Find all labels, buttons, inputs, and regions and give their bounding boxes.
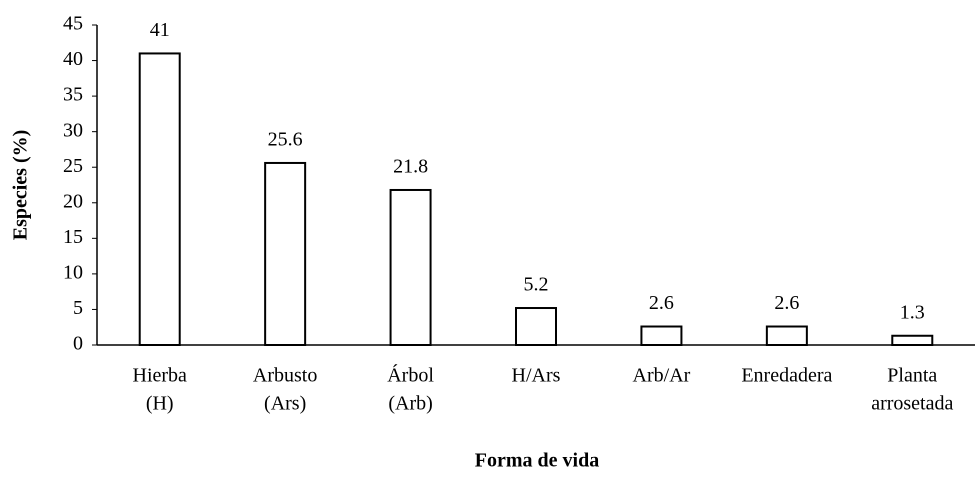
x-tick-label: Planta — [887, 365, 937, 387]
y-tick-label: 40 — [63, 48, 83, 70]
data-label: 5.2 — [524, 274, 549, 296]
y-tick-label: 10 — [63, 261, 83, 283]
y-tick-label: 5 — [73, 297, 83, 319]
x-tick-label: arrosetada — [871, 393, 953, 415]
y-tick-label: 25 — [63, 155, 83, 177]
bar — [765, 325, 808, 346]
x-tick-label: H/Ars — [512, 365, 561, 387]
bar — [389, 188, 432, 346]
x-tick-label: Hierba — [133, 365, 188, 387]
data-label: 25.6 — [268, 129, 303, 151]
y-tick-label: 30 — [63, 119, 83, 141]
x-axis-title: Forma de vida — [475, 450, 599, 472]
x-tick-label: Enredadera — [741, 365, 832, 387]
x-tick-label: Arbusto — [253, 365, 317, 387]
data-label: 41 — [150, 19, 170, 41]
x-tick-label: (H) — [146, 393, 174, 415]
data-label: 2.6 — [649, 292, 674, 314]
y-tick-label: 15 — [63, 226, 83, 248]
bar — [264, 161, 307, 346]
data-label: 21.8 — [393, 156, 428, 178]
data-label: 1.3 — [900, 301, 925, 323]
y-axis-title: Especies (%) — [10, 130, 32, 241]
bar — [640, 325, 683, 346]
x-tick-label: Árbol — [387, 364, 434, 387]
x-tick-label: Arb/Ar — [633, 365, 691, 387]
y-tick-label: 35 — [63, 84, 83, 106]
bar — [891, 334, 934, 346]
x-tick-label: (Ars) — [264, 393, 306, 415]
data-label: 2.6 — [774, 292, 799, 314]
bar — [138, 52, 181, 346]
bar — [515, 307, 557, 346]
x-tick-label: (Arb) — [388, 393, 432, 415]
y-tick-label: 45 — [63, 13, 83, 35]
y-tick-label: 0 — [73, 333, 83, 355]
y-tick-label: 20 — [63, 190, 83, 212]
